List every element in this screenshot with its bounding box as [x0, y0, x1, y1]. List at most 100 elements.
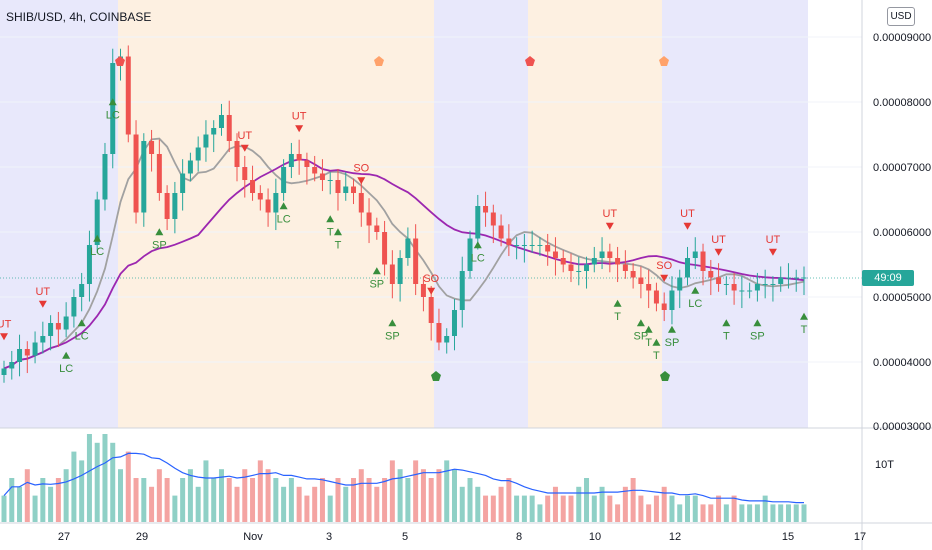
candle-body [86, 245, 92, 284]
volume-axis-label: 10T [875, 459, 894, 471]
price-axis[interactable]: 0.00009000 0.00008000 0.00007000 0.00006… [873, 32, 931, 471]
candle [552, 237, 558, 276]
symbol-title[interactable]: SHIB/USD, 4h, COINBASE [6, 10, 152, 24]
candle [785, 263, 791, 289]
volume-bar [630, 478, 636, 522]
candle [281, 159, 287, 201]
candle [250, 165, 256, 201]
volume-bar [778, 504, 784, 522]
signal-lc: LC [75, 319, 89, 342]
time-label: 10 [589, 531, 601, 543]
signal-label: LC [688, 298, 702, 310]
signal-label: T [327, 226, 334, 238]
band-blue-3 [662, 0, 808, 428]
volume-bar [102, 434, 108, 522]
candle-body [607, 251, 613, 258]
volume-bar [382, 478, 388, 522]
candle-body [731, 284, 737, 291]
candle [793, 269, 799, 292]
candle [195, 136, 201, 172]
volume-bar [521, 495, 527, 522]
signal-label: LC [471, 252, 485, 264]
candle-body [94, 199, 100, 245]
candle [762, 269, 768, 299]
signal-label: SO [423, 273, 439, 285]
buy-triangle [77, 319, 86, 327]
candle-body [591, 258, 597, 265]
volume-bar [545, 495, 551, 522]
signal-ut: UT [292, 110, 307, 133]
signal-label: UT [766, 234, 781, 246]
volume-bar [257, 460, 263, 522]
buy-triangle [644, 325, 653, 333]
candle [646, 269, 652, 309]
candle [747, 282, 753, 299]
volume-bar [335, 478, 341, 522]
buy-triangle [636, 319, 645, 327]
green-pentagon-marker [431, 371, 441, 381]
time-axis[interactable]: 27 29 Nov 3 5 8 10 12 15 17 [58, 531, 866, 543]
signal-label: UT [680, 208, 695, 220]
candle-body [723, 284, 729, 285]
candle-body [125, 56, 131, 135]
candle [778, 266, 784, 292]
volume-bar [288, 478, 294, 522]
candle [739, 276, 745, 309]
volume-bar [490, 495, 496, 522]
candle-body [366, 212, 372, 226]
time-label: 15 [782, 531, 794, 543]
buy-triangle [372, 267, 381, 275]
volume-bar [133, 478, 139, 522]
signal-so: SO [423, 273, 440, 295]
candle-body [584, 264, 590, 271]
candle-body [1, 368, 7, 375]
currency-button[interactable]: USD [887, 7, 915, 26]
time-label: 17 [854, 531, 866, 543]
signal-ut: UT [0, 318, 12, 341]
volume-bar [529, 495, 535, 522]
candle [257, 185, 263, 211]
candle [692, 237, 698, 270]
candle-body [265, 199, 271, 213]
time-label: Nov [243, 531, 263, 543]
volume-bar [9, 478, 15, 522]
volume-bar [537, 504, 543, 522]
volume-bar [86, 434, 92, 522]
candle [436, 308, 442, 351]
volume-bar [638, 495, 644, 522]
sell-triangle [295, 125, 304, 133]
candle [615, 246, 621, 283]
volume-bar [646, 504, 652, 522]
candle-body [218, 115, 224, 128]
candle-body [296, 154, 302, 161]
candle [366, 198, 372, 244]
price-label: 0.00009000 [873, 32, 931, 44]
candle [374, 217, 380, 240]
candle [55, 311, 61, 348]
band-orange-2 [528, 0, 662, 428]
candle [413, 224, 419, 296]
candle [32, 331, 38, 364]
candle-body [754, 284, 760, 291]
signal-label: SP [750, 330, 765, 342]
red-pentagon-marker [115, 56, 125, 66]
signal-label: UT [711, 234, 726, 246]
candle-body [405, 238, 411, 258]
candle [560, 250, 566, 273]
candle [529, 230, 535, 253]
signal-ut: UT [602, 208, 617, 230]
volume-bar [552, 486, 558, 522]
candle-body [48, 323, 54, 336]
volume-bar [615, 504, 621, 522]
candle-body [739, 290, 745, 292]
candle [351, 178, 357, 205]
candle [234, 133, 240, 182]
sell-triangle [0, 333, 8, 341]
signal-t: T [722, 319, 731, 342]
candle-body [141, 141, 147, 213]
candle-body [273, 193, 279, 213]
candle-body [537, 245, 543, 246]
volume-bar [203, 460, 209, 522]
volume-bar [591, 495, 597, 522]
